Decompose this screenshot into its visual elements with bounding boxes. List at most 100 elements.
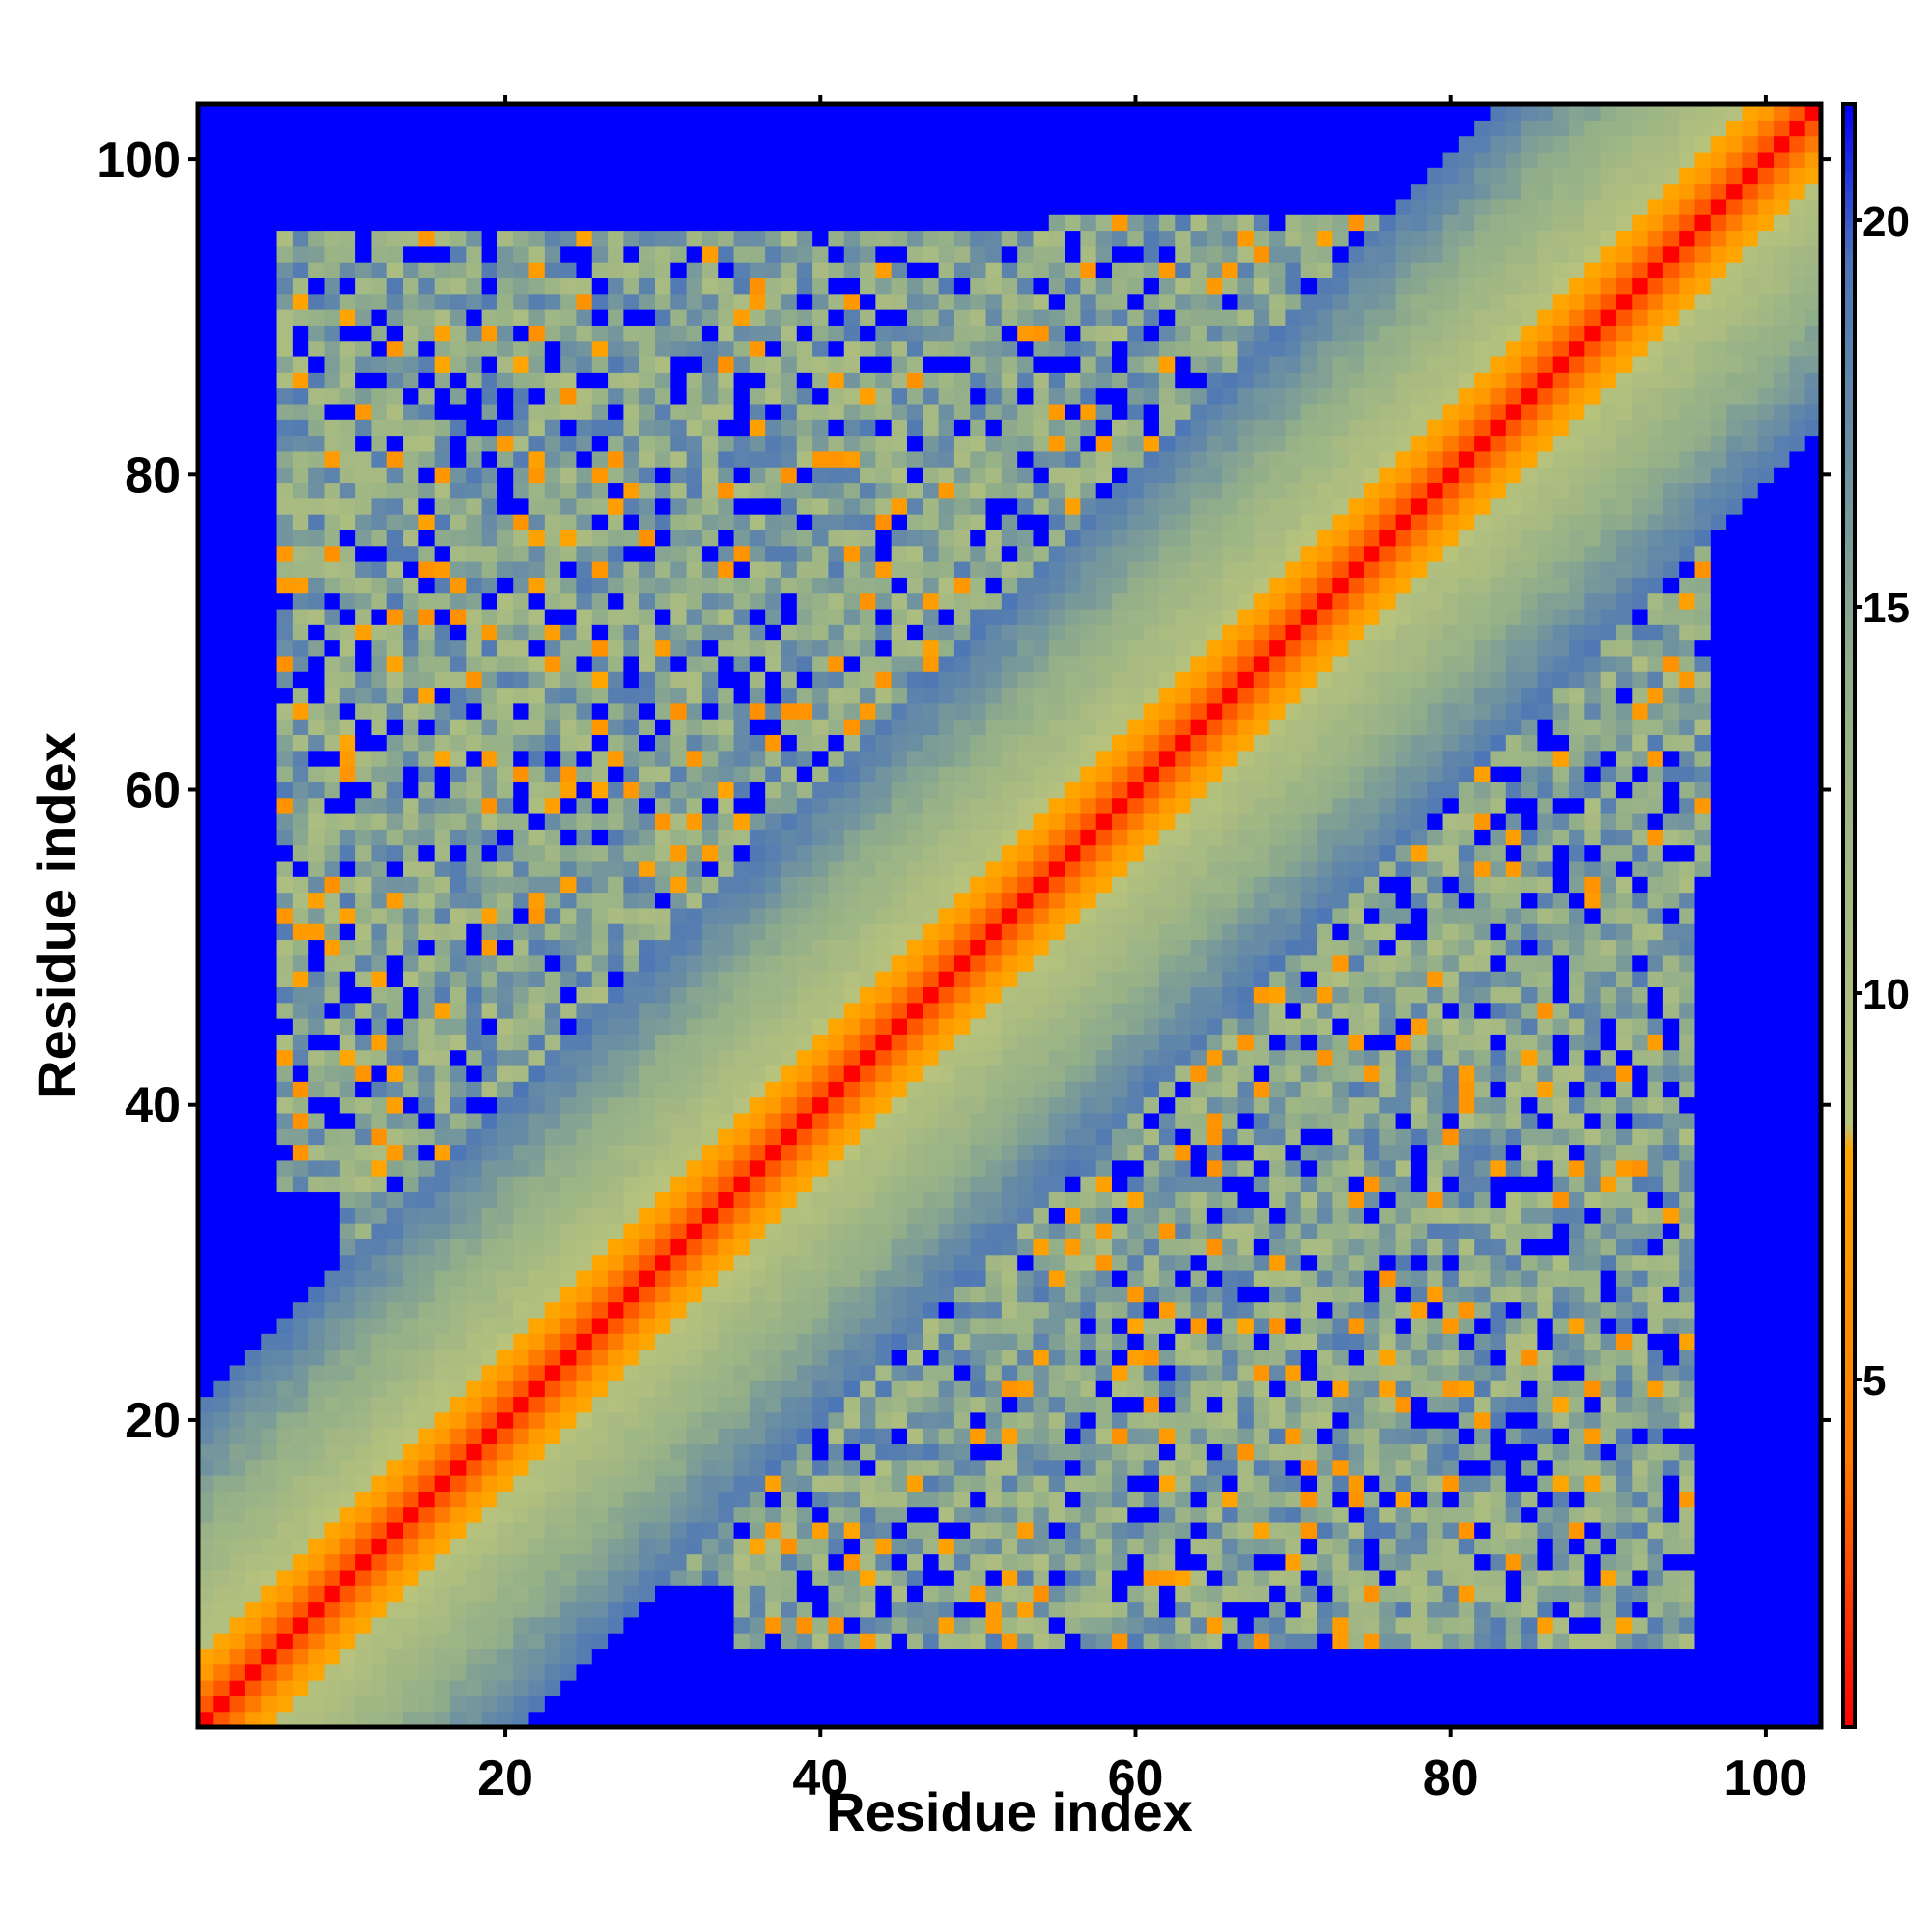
heatmap-cell bbox=[591, 561, 609, 578]
heatmap-cell bbox=[938, 1112, 955, 1129]
heatmap-cell bbox=[938, 403, 955, 420]
heatmap-cell bbox=[828, 1238, 845, 1256]
heatmap-cell bbox=[418, 1633, 436, 1650]
heatmap-cell bbox=[198, 1411, 214, 1429]
heatmap-cell bbox=[292, 608, 309, 625]
heatmap-cell bbox=[812, 262, 830, 279]
heatmap-cell bbox=[371, 1616, 388, 1634]
heatmap-cell bbox=[718, 340, 735, 357]
heatmap-cell bbox=[434, 939, 451, 956]
heatmap-cell bbox=[213, 1459, 231, 1476]
heatmap-cell bbox=[434, 719, 451, 736]
heatmap-cell bbox=[229, 892, 246, 909]
heatmap-cell bbox=[403, 1569, 419, 1586]
heatmap-cell bbox=[261, 702, 278, 720]
heatmap-cell bbox=[466, 355, 483, 373]
heatmap-cell bbox=[686, 1223, 703, 1239]
heatmap-cell bbox=[938, 1159, 955, 1177]
heatmap-cell bbox=[276, 450, 294, 468]
heatmap-cell bbox=[497, 1301, 514, 1319]
heatmap-cell bbox=[608, 954, 624, 972]
heatmap-cell bbox=[860, 1112, 876, 1129]
heatmap-cell bbox=[843, 1491, 861, 1508]
heatmap-cell bbox=[292, 387, 309, 405]
heatmap-cell bbox=[403, 892, 419, 909]
heatmap-cell bbox=[355, 592, 373, 610]
heatmap-cell bbox=[843, 120, 861, 137]
heatmap-cell bbox=[860, 624, 876, 641]
heatmap-cell bbox=[860, 435, 876, 452]
heatmap-cell bbox=[655, 1049, 671, 1066]
heatmap-cell bbox=[860, 639, 876, 657]
heatmap-cell bbox=[324, 529, 341, 547]
heatmap-cell bbox=[244, 435, 262, 452]
heatmap-cell bbox=[781, 435, 798, 452]
heatmap-cell bbox=[560, 655, 578, 672]
heatmap-cell bbox=[418, 1018, 436, 1035]
heatmap-cell bbox=[229, 829, 246, 846]
heatmap-cell bbox=[213, 497, 231, 515]
heatmap-cell bbox=[198, 198, 214, 215]
heatmap-cell bbox=[576, 1680, 593, 1696]
heatmap-cell bbox=[261, 277, 278, 295]
heatmap-cell bbox=[371, 151, 388, 168]
heatmap-cell bbox=[528, 167, 546, 185]
heatmap-cell bbox=[718, 450, 735, 468]
heatmap-cell bbox=[560, 876, 578, 894]
heatmap-cell bbox=[828, 1254, 845, 1271]
heatmap-cell bbox=[781, 687, 798, 704]
heatmap-cell bbox=[576, 986, 593, 1004]
heatmap-cell bbox=[292, 167, 309, 185]
heatmap-cell bbox=[276, 1286, 294, 1303]
heatmap-cell bbox=[261, 923, 278, 941]
heatmap-cell bbox=[466, 1096, 483, 1114]
heatmap-cell bbox=[576, 1633, 593, 1650]
heatmap-cell bbox=[860, 325, 876, 342]
heatmap-cell bbox=[576, 639, 593, 657]
heatmap-cell bbox=[213, 214, 231, 232]
heatmap-cell bbox=[923, 892, 940, 909]
heatmap-cell bbox=[229, 1254, 246, 1271]
heatmap-cell bbox=[528, 183, 546, 200]
heatmap-cell bbox=[466, 1569, 483, 1586]
heatmap-cell bbox=[560, 1317, 578, 1334]
heatmap-cell bbox=[733, 1128, 751, 1146]
heatmap-cell bbox=[765, 1112, 782, 1129]
heatmap-cell bbox=[655, 277, 671, 295]
heatmap-cell bbox=[276, 1680, 294, 1696]
heatmap-cell bbox=[560, 1648, 578, 1665]
heatmap-cell bbox=[749, 655, 766, 672]
heatmap-cell bbox=[828, 403, 845, 420]
heatmap-cell bbox=[608, 1569, 624, 1586]
heatmap-cell bbox=[701, 986, 719, 1004]
heatmap-cell bbox=[466, 1411, 483, 1429]
heatmap-cell bbox=[953, 1521, 971, 1539]
heatmap-cell bbox=[292, 262, 309, 279]
heatmap-cell bbox=[591, 245, 609, 263]
heatmap-cell bbox=[749, 1616, 766, 1634]
heatmap-cell bbox=[386, 529, 404, 547]
heatmap-cell bbox=[528, 514, 546, 530]
heatmap-cell bbox=[229, 293, 246, 310]
heatmap-cell bbox=[403, 1364, 419, 1381]
heatmap-cell bbox=[371, 1238, 388, 1256]
heatmap-cell bbox=[213, 325, 231, 342]
heatmap-cell bbox=[906, 514, 923, 530]
heatmap-cell bbox=[655, 876, 671, 894]
heatmap-cell bbox=[843, 1034, 861, 1051]
heatmap-cell bbox=[812, 120, 830, 137]
heatmap-cell bbox=[198, 355, 214, 373]
heatmap-cell bbox=[371, 1207, 388, 1224]
heatmap-cell bbox=[339, 1034, 356, 1051]
heatmap-cell bbox=[828, 986, 845, 1004]
heatmap-cell bbox=[544, 1663, 561, 1681]
heatmap-cell bbox=[481, 1411, 498, 1429]
heatmap-cell bbox=[670, 403, 688, 420]
heatmap-cell bbox=[875, 482, 893, 499]
heatmap-cell bbox=[244, 325, 262, 342]
heatmap-cell bbox=[449, 1333, 467, 1350]
heatmap-cell bbox=[434, 135, 451, 153]
heatmap-cell bbox=[371, 1396, 388, 1413]
heatmap-cell bbox=[639, 1018, 656, 1035]
heatmap-cell bbox=[276, 954, 294, 972]
